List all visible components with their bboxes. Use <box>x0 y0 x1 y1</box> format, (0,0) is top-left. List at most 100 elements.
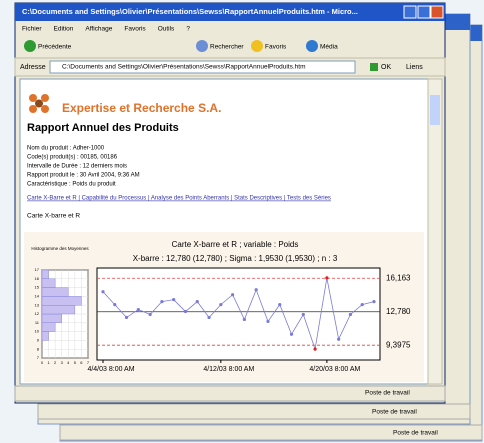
hist-bar <box>41 322 56 332</box>
status-text: Poste de travail <box>372 409 417 416</box>
report-title: Rapport Annuel des Produits <box>27 122 179 134</box>
status-bar <box>14 385 446 402</box>
info-line: Rapport produit le : 30 Avril 2004, 9:36… <box>27 173 140 179</box>
hist-x-label: 6 <box>80 360 83 365</box>
point <box>266 319 270 324</box>
hist-x-label: 1 <box>47 360 50 365</box>
hist-y-label: 7 <box>37 355 40 360</box>
point <box>360 303 364 307</box>
section-title: Carte X-barre et R <box>27 213 80 220</box>
menu-item[interactable]: Fichier <box>22 26 42 33</box>
limit-label: 9,3975 <box>386 340 411 349</box>
hist-y-label: 8 <box>37 346 40 351</box>
point <box>348 312 353 317</box>
x-tick-label: 4/12/03 8:00 AM <box>203 366 254 373</box>
plot-area <box>96 267 381 361</box>
hist-y-label: 14 <box>35 293 40 298</box>
hist-x-label: 3 <box>61 360 64 365</box>
address-label: Adresse <box>20 64 46 71</box>
point <box>207 315 211 320</box>
toolbar-icon[interactable] <box>251 40 263 52</box>
point <box>183 309 188 314</box>
x-tick-label: 4/20/03 8:00 AM <box>309 366 360 373</box>
histogram-title: Histogramme des Moyennes <box>31 246 89 251</box>
point <box>337 337 341 341</box>
menu-item[interactable]: Edition <box>54 26 74 33</box>
title-bar <box>15 3 445 21</box>
close-button[interactable] <box>430 5 444 19</box>
hist-bar <box>41 269 49 280</box>
report-links[interactable]: Carte X-Barre et R | Capabilité du Proce… <box>27 196 331 202</box>
chart-subtitle: X-barre : 12,780 (12,780) ; Sigma : 1,95… <box>133 254 338 263</box>
toolbar-button[interactable]: Rechercher <box>210 44 244 51</box>
status-text: Poste de travail <box>365 390 410 397</box>
point <box>219 303 223 307</box>
point <box>372 300 376 304</box>
hist-x-label: 7 <box>87 360 90 365</box>
hist-y-label: 9 <box>37 337 40 342</box>
hist-y-label: 16 <box>35 276 40 281</box>
logo <box>29 94 49 113</box>
point <box>289 332 294 336</box>
point <box>101 290 105 294</box>
go-label: OK <box>381 64 391 71</box>
point <box>124 315 129 320</box>
address-url: C:\Documents and Settings\Olivier\Présen… <box>62 64 306 71</box>
hist-y-label: 12 <box>35 311 40 316</box>
hist-x-label: 5 <box>74 360 77 365</box>
minimize-button[interactable] <box>403 5 417 19</box>
menu-item[interactable]: Favoris <box>124 26 146 33</box>
point <box>325 276 329 280</box>
hist-bar <box>41 278 56 288</box>
point <box>313 347 317 351</box>
chart-title: Carte X-barre et R ; variable : Poids <box>172 240 299 249</box>
point <box>172 298 176 302</box>
point <box>242 317 246 322</box>
hist-bar <box>41 313 62 324</box>
point <box>148 312 152 317</box>
hist-y-label: 17 <box>35 267 40 272</box>
info-line: Intervalle de Durée : 12 derniers mois <box>27 164 127 170</box>
scrollbar[interactable] <box>427 78 443 385</box>
back-status-bar <box>59 424 483 441</box>
hist-y-label: 15 <box>35 285 40 290</box>
hist-bar <box>41 331 49 341</box>
hist-y-label: 10 <box>35 329 40 334</box>
hist-x-label: 2 <box>54 360 57 365</box>
point <box>278 303 282 307</box>
maximize-button[interactable] <box>417 5 431 19</box>
menu-item[interactable]: ? <box>186 26 190 33</box>
hist-y-label: 11 <box>35 320 40 325</box>
point <box>160 300 164 304</box>
hist-y-label: 13 <box>35 302 40 307</box>
toolbar-icon[interactable] <box>306 40 318 52</box>
back-status-bar <box>37 403 471 420</box>
menu-item[interactable]: Outils <box>158 26 175 33</box>
point <box>231 293 235 297</box>
address-field[interactable] <box>49 60 356 74</box>
go-icon <box>370 63 378 71</box>
scroll-thumb[interactable] <box>430 95 440 125</box>
point <box>254 288 258 292</box>
links-label: Liens <box>406 64 423 71</box>
point <box>113 303 117 307</box>
hist-bar <box>41 296 82 306</box>
hist-x-label: 0 <box>41 360 44 365</box>
series-line <box>102 277 375 350</box>
toolbar-button[interactable]: Favoris <box>265 44 287 51</box>
menu-item[interactable]: Affichage <box>85 26 112 33</box>
window-title: C:\Documents and Settings\Olivier\Présen… <box>22 7 358 16</box>
info-line: Nom du produit : Adher-1000 <box>27 146 105 152</box>
info-line: Caractéristique : Poids du produit <box>27 182 116 188</box>
toolbar-icon[interactable] <box>196 40 208 52</box>
toolbar-button[interactable]: Média <box>320 44 338 51</box>
limit-label: 16,163 <box>386 273 411 282</box>
point <box>301 312 305 317</box>
info-line: Code(s) produit(s) : 00185, 00186 <box>27 155 118 161</box>
toolbar-icon[interactable] <box>24 40 36 52</box>
company-name: Expertise et Recherche S.A. <box>62 101 221 115</box>
toolbar-button[interactable]: Précédente <box>38 44 72 51</box>
point <box>195 300 199 304</box>
point <box>136 307 140 312</box>
